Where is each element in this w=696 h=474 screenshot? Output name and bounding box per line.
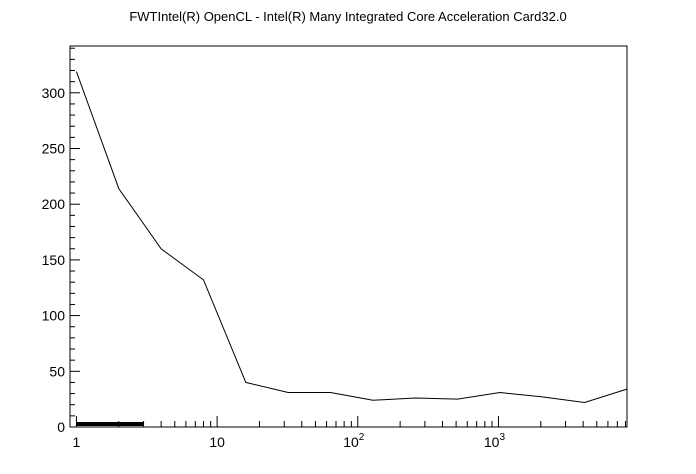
data-point <box>75 70 78 73</box>
x-tick-label: 1 <box>73 434 81 450</box>
x-tick-label: 102 <box>343 432 365 450</box>
y-tick-label: 150 <box>42 252 66 268</box>
data-point <box>498 391 501 394</box>
y-tick-label: 200 <box>42 196 66 212</box>
y-axis-labels: 0 50 100 150 200 250 300 <box>42 85 66 435</box>
data-point <box>117 187 120 190</box>
y-tick-label: 250 <box>42 140 66 156</box>
x-tick-label: 10 <box>209 434 225 450</box>
data-point <box>329 391 332 394</box>
data-point <box>202 278 205 281</box>
y-tick-label: 300 <box>42 85 66 101</box>
data-point <box>541 395 544 398</box>
chart-title: FWTIntel(R) OpenCL - Intel(R) Many Integ… <box>129 9 566 24</box>
y-tick-label: 50 <box>49 363 65 379</box>
x-tick-label: 103 <box>484 432 506 450</box>
data-point <box>244 381 247 384</box>
x-tick-exponent: 2 <box>359 432 365 443</box>
y-tick-label: 100 <box>42 308 66 324</box>
x-tick-exponent: 3 <box>499 432 505 443</box>
x-axis-labels: 1 10 102 103 <box>73 432 506 450</box>
data-point <box>371 399 374 402</box>
data-point <box>583 401 586 404</box>
data-point <box>160 247 163 250</box>
data-point <box>456 398 459 401</box>
series-points <box>75 70 629 404</box>
data-point <box>625 388 628 391</box>
series-line <box>75 71 628 404</box>
y-tick-label: 0 <box>57 419 65 435</box>
y-axis-ticks <box>70 47 80 428</box>
x-axis-ticks <box>75 416 626 427</box>
data-point <box>414 397 417 400</box>
data-point <box>287 391 290 394</box>
plot-frame <box>69 45 628 428</box>
